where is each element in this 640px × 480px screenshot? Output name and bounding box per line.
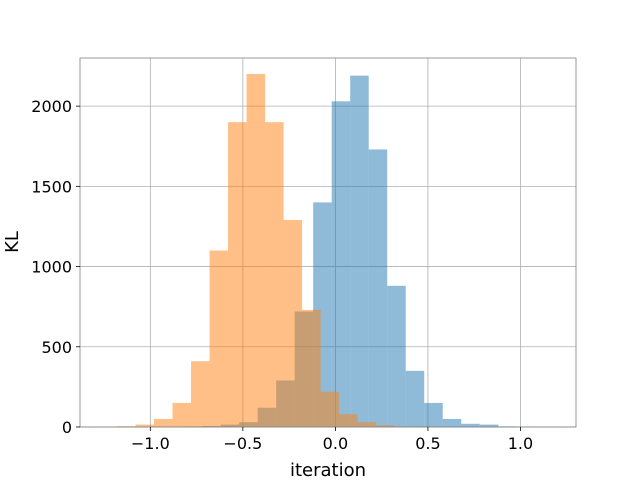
x-tick-label: 1.0 [508,434,533,453]
histogram-bar-series-2 [191,361,210,427]
histogram-bar-series-1 [442,418,462,427]
histogram-bar-series-2 [172,402,192,427]
histogram-bar-series-2 [302,309,321,427]
histogram-bar-series-2 [320,391,340,427]
histogram-bar-series-2 [117,426,136,427]
y-tick-label: 2000 [31,97,72,116]
histogram-bar-series-1 [387,285,406,427]
histogram-bar-series-2 [265,122,284,427]
x-tick-label: −0.5 [223,434,262,453]
histogram-bars [98,74,554,428]
x-axis-label: iteration [290,460,366,480]
histogram-bar-series-2 [228,122,247,427]
histogram-bar-series-2 [283,220,303,427]
histogram-bar-series-1 [461,423,480,427]
histogram-bar-series-1 [405,370,425,427]
histogram-bar-series-1 [368,149,388,428]
x-tick-label: 0.0 [323,434,348,453]
y-tick-label: 1000 [31,258,72,277]
histogram-bar-series-1 [479,424,499,427]
y-axis-label: KL [2,231,23,253]
axis-ticks: −1.0 −0.5 0.0 0.5 1.0 0 500 1000 1500 2000 [31,97,533,453]
y-tick-label: 500 [41,338,72,357]
histogram-bar-series-2 [246,74,266,427]
histogram-bar-series-2 [209,250,229,427]
histogram-bar-series-2 [135,424,155,427]
histogram-bar-series-2 [376,425,395,427]
x-tick-label: −1.0 [131,434,170,453]
y-tick-label: 0 [62,418,72,437]
y-tick-label: 1500 [31,177,72,196]
histogram-bar-series-1 [350,75,369,427]
x-tick-label: 0.5 [415,434,440,453]
histogram-bar-series-2 [154,418,173,427]
histogram-bar-series-2 [357,422,377,427]
plot-frame [79,57,577,428]
histogram-bar-series-2 [339,414,358,427]
histogram-bar-series-1 [424,402,443,427]
histogram-bar-series-1 [331,101,351,428]
